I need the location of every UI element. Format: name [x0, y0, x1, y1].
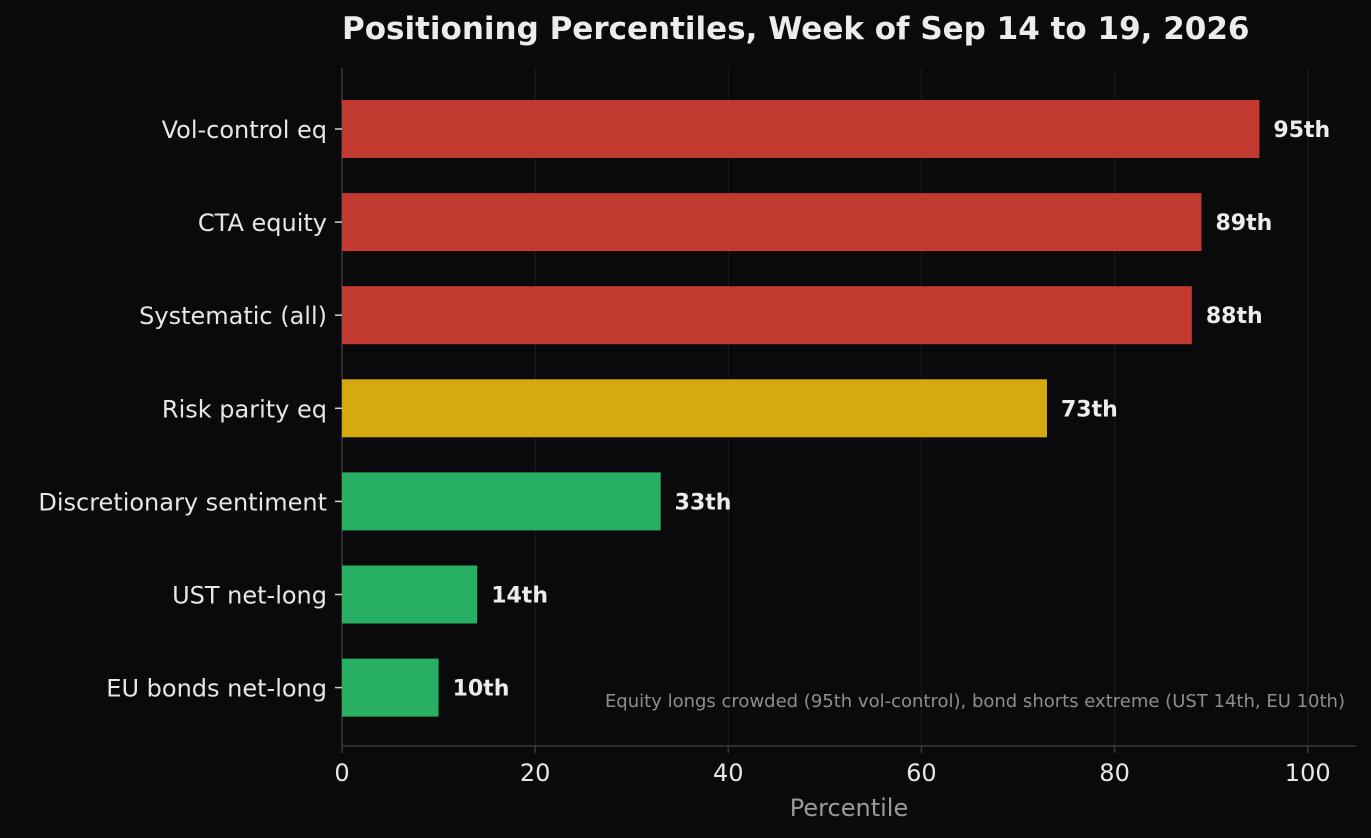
category-label-risk-parity-eq: Risk parity eq	[162, 395, 327, 423]
data-labels: 95th 89th 88th 73th 33th 14th 10th	[453, 118, 1331, 702]
data-label-eu-bonds-net-long: 10th	[453, 677, 510, 702]
category-label-cta-equity: CTA equity	[198, 209, 327, 237]
x-tick-label-0: 0	[334, 759, 349, 787]
x-tick-label-100: 100	[1285, 759, 1331, 787]
category-label-ust-net-long: UST net-long	[172, 582, 327, 610]
x-axis-label: Percentile	[790, 794, 908, 822]
x-tick-label-60: 60	[906, 759, 937, 787]
category-labels: Vol-control eq CTA equity Systematic (all)…	[38, 116, 327, 703]
x-tick-label-80: 80	[1099, 759, 1130, 787]
bar-eu-bonds-net-long	[342, 658, 439, 717]
data-label-ust-net-long: 14th	[491, 584, 548, 609]
bar-ust-net-long	[342, 565, 478, 624]
x-tick-label-20: 20	[520, 759, 551, 787]
data-label-cta-equity: 89th	[1215, 211, 1272, 236]
bar-discretionary-sentiment	[342, 472, 661, 531]
category-label-eu-bonds-net-long: EU bonds net-long	[106, 675, 327, 703]
bars	[342, 100, 1260, 717]
category-label-systematic-all: Systematic (all)	[139, 302, 327, 330]
data-label-vol-control-eq: 95th	[1273, 118, 1330, 143]
bar-systematic-all	[342, 286, 1192, 345]
data-label-risk-parity-eq: 73th	[1061, 397, 1118, 422]
bar-vol-control-eq	[342, 100, 1260, 158]
chart-title: Positioning Percentiles, Week of Sep 14 …	[342, 11, 1250, 47]
category-label-discretionary-sentiment: Discretionary sentiment	[38, 488, 327, 516]
category-label-vol-control-eq: Vol-control eq	[162, 116, 327, 144]
chart-annotation: Equity longs crowded (95th vol-control),…	[605, 691, 1345, 712]
data-label-discretionary-sentiment: 33th	[675, 490, 732, 515]
data-label-systematic-all: 88th	[1206, 304, 1263, 329]
bar-cta-equity	[342, 193, 1202, 252]
x-tick-label-40: 40	[713, 759, 744, 787]
bar-risk-parity-eq	[342, 379, 1047, 438]
x-tick-labels: 0 20 40 60 80 100	[334, 759, 1330, 787]
